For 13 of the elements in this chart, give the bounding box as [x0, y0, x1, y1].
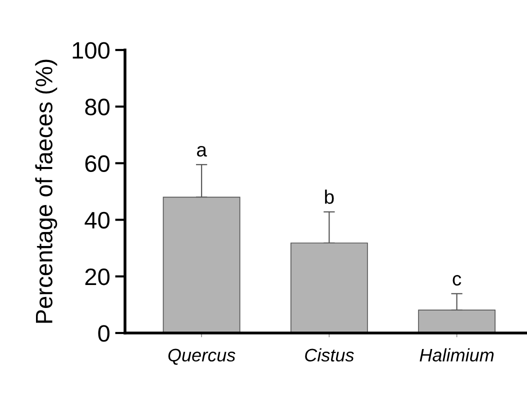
y-tick-label: 60: [85, 155, 110, 172]
y-tick-label: 100: [72, 42, 110, 59]
annotation: a: [196, 146, 207, 157]
y-tick-label: 40: [84, 212, 110, 229]
x-tick-label: Quercus: [168, 348, 236, 365]
x-tick-label: Halimium: [420, 348, 494, 362]
y-tick-label: 20: [85, 268, 110, 286]
annotation: b: [325, 190, 334, 204]
y-tick-label: 0: [98, 325, 110, 342]
x-tick-label: Cistus: [305, 348, 354, 362]
annotation: c: [452, 275, 462, 286]
y-axis-title: Percentage of faeces (%): [35, 60, 58, 323]
y-tick-label: 80: [85, 98, 110, 116]
